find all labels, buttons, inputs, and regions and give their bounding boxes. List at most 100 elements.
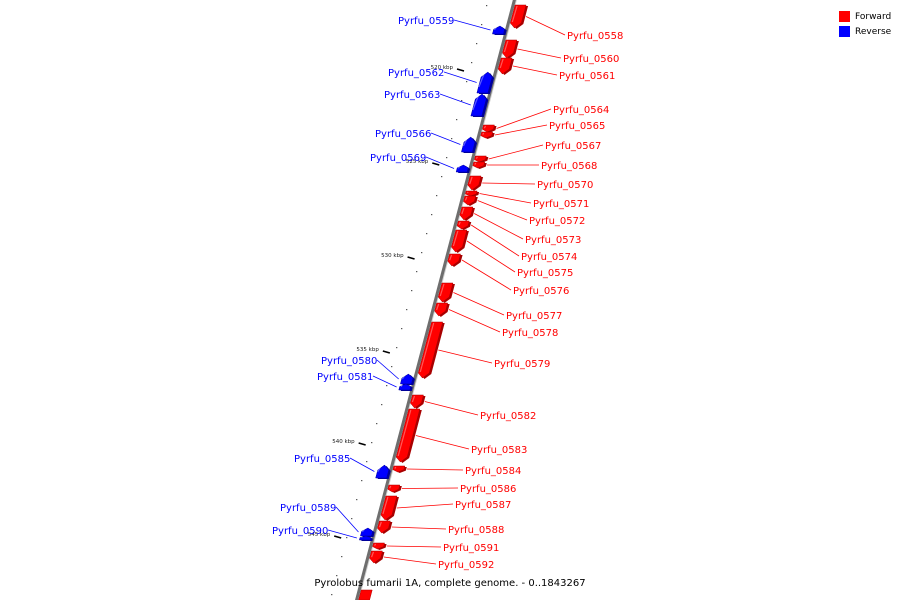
gene-leader-line	[453, 292, 505, 316]
minor-tick-dot	[351, 518, 353, 520]
gene-feature-highlight	[469, 176, 473, 185]
gene-label-pyrfu_0580[interactable]: Pyrfu_0580	[321, 356, 377, 367]
gene-label-pyrfu_0558[interactable]: Pyrfu_0558	[567, 31, 623, 42]
gene-label-pyrfu_0568[interactable]: Pyrfu_0568	[541, 161, 597, 172]
gene-leader-line	[488, 144, 544, 160]
gene-feature-pyrfu_0566[interactable]	[461, 136, 476, 153]
gene-feature-pyrfu_0573[interactable]	[459, 206, 474, 221]
gene-label-pyrfu_0585[interactable]: Pyrfu_0585	[294, 454, 350, 465]
gene-feature-highlight	[458, 221, 461, 226]
gene-feature-highlight	[374, 543, 377, 546]
gene-label-pyrfu_0584[interactable]: Pyrfu_0584	[465, 466, 521, 477]
gene-feature-highlight	[466, 191, 469, 194]
gene-label-pyrfu_0559[interactable]: Pyrfu_0559	[398, 16, 454, 27]
gene-label-pyrfu_0575[interactable]: Pyrfu_0575	[517, 268, 573, 279]
gene-feature-pyrfu_0569[interactable]	[455, 164, 469, 173]
minor-tick-dot	[436, 195, 438, 197]
minor-tick-dot	[366, 461, 368, 463]
gene-label-pyrfu_0561[interactable]: Pyrfu_0561	[559, 71, 615, 82]
gene-feature-pyrfu_0589[interactable]	[360, 527, 373, 537]
gene-label-pyrfu_0586[interactable]: Pyrfu_0586	[460, 484, 516, 495]
gene-feature-pyrfu_0576[interactable]	[447, 253, 461, 267]
gene-label-pyrfu_0588[interactable]: Pyrfu_0588	[448, 525, 504, 536]
gene-label-pyrfu_0566[interactable]: Pyrfu_0566	[375, 129, 431, 140]
gene-label-pyrfu_0589[interactable]: Pyrfu_0589	[280, 503, 336, 514]
gene-feature-pyrfu_0568[interactable]	[472, 161, 486, 169]
gene-feature-pyrfu_0583[interactable]	[395, 408, 421, 463]
gene-feature-pyrfu_0562[interactable]	[476, 71, 493, 94]
tick-mark	[432, 162, 440, 166]
gene-feature-pyrfu_0564[interactable]	[482, 124, 495, 133]
gene-feature-highlight	[472, 94, 480, 111]
gene-leader-line	[517, 48, 562, 59]
gene-feature-pyrfu_0586[interactable]	[387, 484, 401, 493]
gene-feature-pyrfu_0581[interactable]	[398, 383, 412, 391]
gene-label-pyrfu_0572[interactable]: Pyrfu_0572	[529, 216, 585, 227]
gene-label-pyrfu_0571[interactable]: Pyrfu_0571	[533, 199, 589, 210]
gene-feature-pyrfu_0584[interactable]	[392, 465, 406, 473]
gene-feature-pyrfu_0572[interactable]	[463, 195, 477, 206]
gene-label-pyrfu_0578[interactable]: Pyrfu_0578	[502, 328, 558, 339]
gene-feature-pyrfu_0592[interactable]	[369, 550, 383, 564]
minor-tick-dot	[356, 499, 358, 501]
gene-feature-pyrfu_0580[interactable]	[400, 373, 414, 385]
gene-feature-pyrfu_0567[interactable]	[474, 155, 487, 163]
gene-feature-pyrfu_0587[interactable]	[380, 495, 398, 521]
gene-label-pyrfu_0590[interactable]: Pyrfu_0590	[272, 526, 328, 537]
gene-label-pyrfu_0567[interactable]: Pyrfu_0567	[545, 141, 601, 152]
gene-feature-pyrfu_0578[interactable]	[434, 302, 449, 317]
gene-feature-pyrfu_0588[interactable]	[377, 520, 391, 534]
gene-feature-pyrfu_0575[interactable]	[451, 229, 468, 253]
gene-feature-pyrfu_0577[interactable]	[437, 282, 454, 303]
gene-label-pyrfu_0562[interactable]: Pyrfu_0562	[388, 68, 444, 79]
gene-labels: Pyrfu_0558 Pyrfu_0559 Pyrfu_0560 Pyrfu_0561…	[272, 16, 623, 571]
gene-feature-highlight	[382, 496, 389, 515]
gene-label-pyrfu_0591[interactable]: Pyrfu_0591	[443, 543, 499, 554]
gene-feature-pyrfu_0570[interactable]	[467, 175, 482, 191]
gene-label-pyrfu_0565[interactable]: Pyrfu_0565	[549, 121, 605, 132]
gene-feature-pyrfu_0563[interactable]	[470, 93, 487, 117]
gene-label-pyrfu_0563[interactable]: Pyrfu_0563	[384, 90, 440, 101]
gene-feature-pyrfu_0571[interactable]	[465, 190, 478, 197]
gene-feature-pyrfu_0590[interactable]	[359, 535, 372, 541]
gene-feature-pyrfu_0579[interactable]	[417, 321, 444, 379]
gene-label-pyrfu_0564[interactable]: Pyrfu_0564	[553, 105, 609, 116]
gene-label-pyrfu_0574[interactable]: Pyrfu_0574	[521, 252, 577, 263]
gene-feature-pyrfu_0582[interactable]	[410, 394, 424, 409]
minor-tick-dot	[411, 290, 413, 292]
gene-feature-highlight	[474, 162, 477, 165]
gene-feature-highlight	[452, 230, 459, 247]
gene-feature-pyrfu_0585[interactable]	[375, 464, 390, 479]
gene-feature-highlight	[400, 384, 403, 388]
gene-leader-line	[383, 556, 437, 565]
gene-feature-partial[interactable]	[358, 589, 373, 600]
gene-label-pyrfu_0573[interactable]: Pyrfu_0573	[525, 235, 581, 246]
forward-swatch-icon	[839, 11, 850, 22]
gene-label-pyrfu_0560[interactable]: Pyrfu_0560	[563, 54, 619, 65]
gene-feature-pyrfu_0561[interactable]	[497, 57, 513, 75]
gene-feature-pyrfu_0559[interactable]	[492, 25, 505, 35]
gene-feature-pyrfu_0565[interactable]	[480, 131, 493, 139]
minor-tick-dot	[361, 480, 363, 482]
gene-feature-pyrfu_0558[interactable]	[510, 4, 527, 29]
gene-label-pyrfu_0577[interactable]: Pyrfu_0577	[506, 311, 562, 322]
gene-label-pyrfu_0570[interactable]: Pyrfu_0570	[537, 180, 593, 191]
gene-feature-pyrfu_0560[interactable]	[502, 39, 518, 59]
gene-leader-line	[525, 16, 566, 36]
gene-label-pyrfu_0579[interactable]: Pyrfu_0579	[494, 359, 550, 370]
gene-label-pyrfu_0582[interactable]: Pyrfu_0582	[480, 411, 536, 422]
gene-feature-highlight	[419, 322, 435, 373]
gene-label-pyrfu_0583[interactable]: Pyrfu_0583	[471, 445, 527, 456]
gene-label-pyrfu_0587[interactable]: Pyrfu_0587	[455, 500, 511, 511]
gene-label-pyrfu_0592[interactable]: Pyrfu_0592	[438, 560, 494, 571]
gene-feature-highlight	[493, 26, 498, 31]
gene-feature-pyrfu_0574[interactable]	[456, 220, 470, 230]
gene-leader-line	[349, 457, 375, 472]
minor-tick-dot	[446, 157, 448, 159]
gene-label-pyrfu_0569[interactable]: Pyrfu_0569	[370, 153, 426, 164]
gene-label-pyrfu_0576[interactable]: Pyrfu_0576	[513, 286, 569, 297]
gene-label-pyrfu_0581[interactable]: Pyrfu_0581	[317, 372, 373, 383]
minor-tick-dot	[376, 423, 378, 425]
gene-feature-pyrfu_0591[interactable]	[372, 542, 385, 550]
